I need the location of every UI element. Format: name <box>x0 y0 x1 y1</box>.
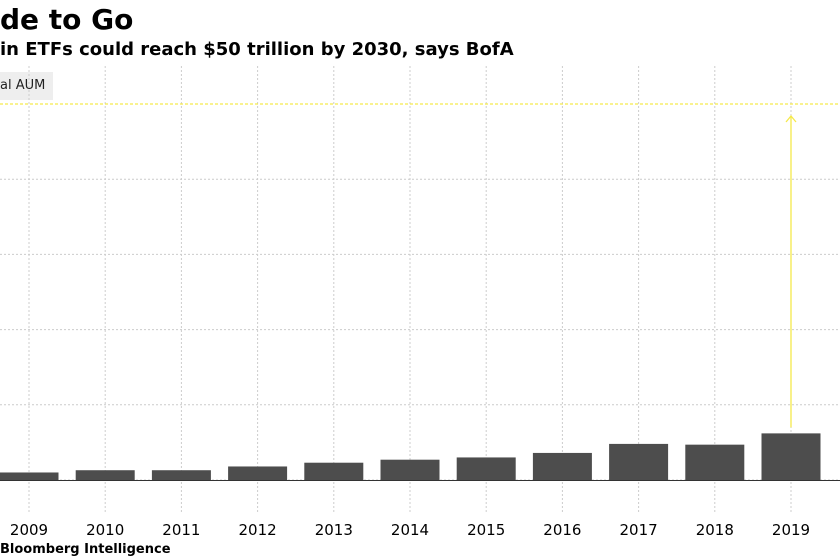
x-tick-label: 2009 <box>10 521 48 539</box>
bar-2019 <box>761 433 821 480</box>
legend-chip: al AUM <box>0 72 54 100</box>
bar-2018 <box>685 444 745 480</box>
x-tick-label: 2014 <box>391 521 429 539</box>
chart-subtitle: in ETFs could reach $50 trillion by 2030… <box>0 39 514 60</box>
bar-2016 <box>532 452 592 480</box>
bar-2013 <box>304 462 364 480</box>
bar-2011 <box>151 470 211 480</box>
bar-2010 <box>75 470 135 480</box>
x-tick-label: 2012 <box>239 521 277 539</box>
bar-2015 <box>456 457 516 480</box>
bar-2012 <box>228 466 288 480</box>
bars <box>0 433 821 480</box>
target-marker <box>0 103 840 428</box>
bar-2014 <box>380 459 440 480</box>
x-tick-label: 2015 <box>467 521 505 539</box>
bar-2009 <box>0 472 59 480</box>
chart-title: de to Go <box>0 3 134 36</box>
x-tick-label: 2017 <box>620 521 658 539</box>
x-tick-label: 2018 <box>696 521 734 539</box>
target-arrow-head <box>785 114 797 123</box>
source-note: Bloomberg Intelligence <box>0 542 171 557</box>
bar-2017 <box>609 443 669 480</box>
x-tick-labels: 2009 2010 2011 2012 2013 2014 2015 2016 2017 2018… <box>10 521 810 539</box>
x-tick-label: 2016 <box>543 521 581 539</box>
legend-label: al AUM <box>0 78 46 93</box>
x-tick-label: 2011 <box>162 521 200 539</box>
x-tick-label: 2010 <box>86 521 124 539</box>
x-tick-label: 2013 <box>315 521 353 539</box>
x-tick-label: 2019 <box>772 521 810 539</box>
